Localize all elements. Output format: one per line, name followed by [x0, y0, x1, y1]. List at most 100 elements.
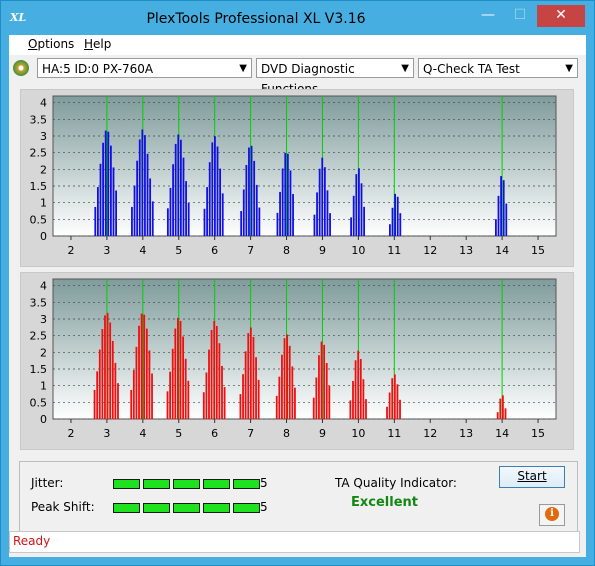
histogram-bar — [242, 374, 244, 419]
histogram-bar — [130, 389, 133, 419]
histogram-bar — [328, 385, 331, 419]
histogram-bar — [146, 153, 149, 236]
histogram-bar — [283, 338, 286, 419]
title-bar: XL PlexTools Professional XL V3.16 — ☐ ✕ — [1, 1, 594, 35]
x-tick-label: 5 — [175, 427, 182, 440]
histogram-bar — [242, 189, 245, 236]
x-tick-label: 2 — [67, 244, 74, 257]
start-button-label: Start — [517, 469, 547, 483]
test-select-value: Q-Check TA Test — [423, 62, 520, 76]
histogram-bar — [363, 206, 366, 236]
histogram-bar — [255, 357, 257, 419]
histogram-bar — [502, 180, 505, 236]
x-tick-label: 10 — [351, 244, 365, 257]
histogram-bar — [358, 168, 360, 236]
histogram-bar — [115, 190, 117, 236]
histogram-bar — [219, 168, 222, 236]
start-button[interactable]: Start — [499, 466, 565, 488]
histogram-bar — [391, 378, 394, 419]
jitter-value: 5 — [260, 476, 268, 490]
menu-options[interactable]: Options — [28, 37, 74, 51]
histogram-bar — [223, 387, 226, 419]
x-tick-label: 3 — [103, 427, 110, 440]
histogram-bar — [93, 389, 96, 419]
close-button[interactable]: ✕ — [537, 5, 585, 27]
x-tick-label: 14 — [495, 427, 509, 440]
histogram-bar — [281, 354, 283, 419]
histogram-bar — [106, 312, 109, 419]
histogram-bar — [114, 362, 117, 419]
x-tick-label: 14 — [495, 244, 509, 257]
histogram-bar — [208, 162, 211, 236]
drive-select-value: HA:5 ID:0 PX-760A — [42, 62, 154, 76]
chevron-down-icon: ▼ — [565, 63, 573, 74]
histogram-bar — [102, 142, 104, 236]
histogram-bar — [177, 134, 180, 236]
histogram-bar — [288, 345, 291, 419]
histogram-bar — [292, 194, 294, 236]
histogram-bar — [294, 387, 296, 419]
histogram-bar — [252, 336, 255, 419]
meter-segment — [113, 503, 140, 513]
histogram-bar — [98, 349, 101, 419]
histogram-bar — [135, 346, 138, 419]
histogram-bar — [286, 334, 289, 419]
x-tick-label: 13 — [459, 244, 473, 257]
histogram-bar — [101, 329, 104, 419]
histogram-bar — [393, 374, 396, 419]
plot-area — [52, 278, 557, 420]
histogram-bar — [140, 313, 143, 419]
histogram-bar — [104, 315, 106, 419]
x-tick-label: 6 — [211, 427, 218, 440]
x-tick-label: 8 — [283, 244, 290, 257]
minimize-button[interactable]: — — [481, 7, 495, 23]
histogram-bar — [96, 371, 99, 419]
maximize-button[interactable]: ☐ — [513, 7, 527, 23]
histogram-bar — [109, 145, 112, 236]
histogram-bar — [497, 195, 500, 236]
y-tick-label: 3.5 — [30, 296, 48, 309]
menu-options-label: ptions — [37, 37, 75, 51]
histogram-bar — [94, 206, 97, 236]
drive-select[interactable]: HA:5 ID:0 PX-760A ▼ — [37, 58, 252, 78]
histogram-bar — [329, 213, 331, 236]
histogram-bar — [320, 341, 323, 419]
y-tick-label: 2.5 — [30, 330, 48, 343]
meter-segment — [233, 503, 260, 513]
peak-shift-label: Peak Shift: — [31, 500, 95, 514]
histogram-bar — [187, 380, 190, 419]
menu-help[interactable]: Help — [84, 37, 111, 51]
x-tick-label: 7 — [247, 427, 254, 440]
y-tick-label: 4 — [40, 280, 47, 293]
client-area: Options Help HA:5 ID:0 PX-760A ▼ DVD Diag… — [9, 35, 586, 557]
menu-bar: Options Help — [9, 35, 586, 55]
histogram-bar — [111, 340, 114, 419]
plot-area — [52, 95, 557, 237]
meter-segment — [203, 479, 230, 489]
info-button[interactable]: i — [539, 504, 565, 526]
histogram-bar — [107, 131, 110, 236]
toolbar: HA:5 ID:0 PX-760A ▼ DVD Diagnostic Functi… — [9, 56, 586, 96]
function-select[interactable]: DVD Diagnostic Functions▼ — [256, 58, 414, 96]
x-tick-label: 11 — [387, 244, 401, 257]
jitter-chart-panel: 4 3.5 3 2.5 2 1.5 1 0.5 0 2 3 4 5 6 7 8 9 10 11 12 13 14 15 — [20, 89, 574, 267]
histogram-bar — [99, 163, 102, 236]
histogram-bar — [145, 328, 148, 419]
histogram-bar — [112, 167, 115, 236]
histogram-bar — [286, 153, 289, 236]
histogram-bar — [316, 192, 318, 236]
meter-segment — [143, 479, 170, 489]
histogram-bar — [208, 349, 210, 419]
x-tick-label: 12 — [423, 244, 437, 257]
histogram-bar — [496, 412, 499, 419]
y-tick-label: 1 — [40, 197, 47, 210]
histogram-bar — [205, 372, 208, 419]
histogram-bar — [172, 164, 174, 236]
disc-icon — [13, 60, 29, 76]
y-tick-label: 4 — [40, 97, 47, 110]
y-tick-label: 0 — [40, 413, 47, 426]
test-select[interactable]: Q-Check TA Test ▼ — [418, 58, 578, 78]
meter-segment — [143, 503, 170, 513]
histogram-bar — [388, 392, 391, 419]
histogram-bar — [149, 178, 152, 236]
